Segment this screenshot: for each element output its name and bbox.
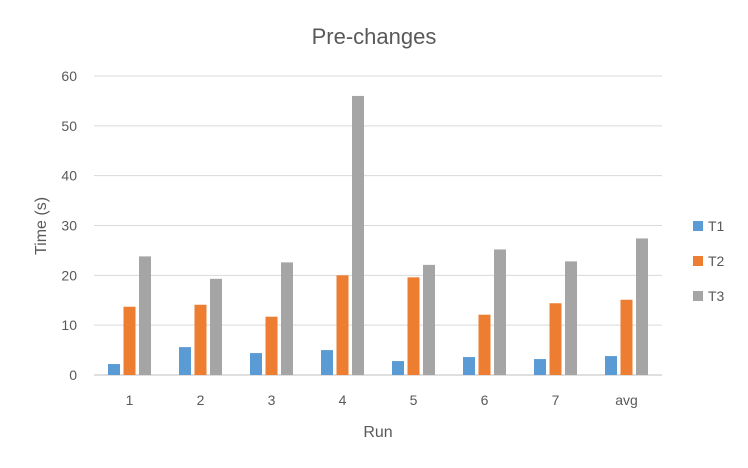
bar-t1-1 xyxy=(108,364,120,375)
legend-swatch-t3 xyxy=(693,291,703,301)
bar-t1-5 xyxy=(392,361,404,375)
bar-t3-2 xyxy=(210,278,222,375)
x-tick-label: 4 xyxy=(339,392,347,408)
bar-t3-1 xyxy=(139,256,151,375)
bar-t3-7 xyxy=(565,261,577,375)
x-tick-label: 6 xyxy=(481,392,489,408)
bar-t3-5 xyxy=(423,264,435,375)
chart-title: Pre-changes xyxy=(312,24,437,49)
y-tick-label: 40 xyxy=(61,168,77,184)
bar-t2-4 xyxy=(336,275,349,375)
legend-swatch-t2 xyxy=(693,256,703,266)
bar-t3-6 xyxy=(494,249,506,375)
legend-label-t3: T3 xyxy=(708,288,725,304)
bar-t3-3 xyxy=(281,262,293,375)
x-tick-label: 3 xyxy=(268,392,276,408)
bar-t1-3 xyxy=(250,353,262,375)
bars xyxy=(108,95,648,375)
y-tick-label: 50 xyxy=(61,118,77,134)
y-tick-label: 20 xyxy=(61,267,77,283)
bar-t2-7 xyxy=(549,303,562,375)
x-tick-label: avg xyxy=(615,392,638,408)
tick-labels: 0 10 20 30 40 50 60 1 2 3 4 5 6 7 avg xyxy=(61,68,637,408)
gridlines xyxy=(94,75,662,376)
bar-t1-avg xyxy=(605,356,617,375)
bar-t2-5 xyxy=(407,277,420,375)
legend-label-t1: T1 xyxy=(708,218,725,234)
bar-t2-2 xyxy=(194,304,207,375)
x-tick-label: 2 xyxy=(197,392,205,408)
x-tick-label: 7 xyxy=(552,392,560,408)
bar-t1-4 xyxy=(321,350,333,375)
bar-t2-3 xyxy=(265,316,278,375)
y-tick-label: 10 xyxy=(61,317,77,333)
x-axis-title: Run xyxy=(363,424,392,441)
bar-t2-avg xyxy=(620,299,633,375)
bar-t2-6 xyxy=(478,314,491,375)
x-tick-label: 1 xyxy=(126,392,134,408)
y-tick-label: 0 xyxy=(69,367,77,383)
y-axis-title: Time (s) xyxy=(33,197,50,255)
x-tick-label: 5 xyxy=(410,392,418,408)
bar-t3-4 xyxy=(352,95,364,375)
bar-t1-7 xyxy=(534,359,546,375)
y-tick-label: 60 xyxy=(61,68,77,84)
legend-swatch-t1 xyxy=(693,221,703,231)
bar-t1-6 xyxy=(463,357,475,375)
bar-t1-2 xyxy=(179,347,191,375)
bar-t3-avg xyxy=(636,238,648,375)
legend-label-t2: T2 xyxy=(708,253,725,269)
bar-t2-1 xyxy=(123,306,136,375)
legend: T1 T2 T3 xyxy=(693,218,725,304)
y-tick-label: 30 xyxy=(61,218,77,234)
